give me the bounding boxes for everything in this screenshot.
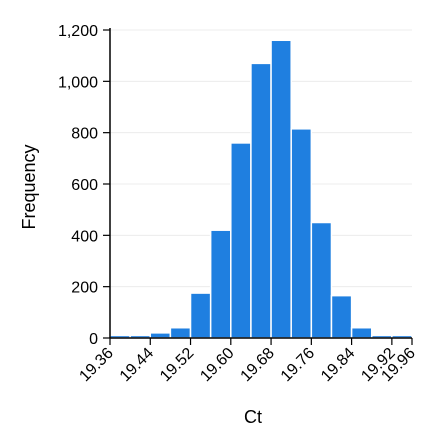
x-tick-label: 19.36 xyxy=(76,345,116,385)
histogram-bar xyxy=(310,221,333,339)
histogram-bar xyxy=(250,62,272,339)
histogram-bar xyxy=(169,326,192,339)
y-tick-label: 200 xyxy=(71,280,98,297)
histogram-bar xyxy=(149,332,172,339)
x-tick-label: 19.68 xyxy=(238,345,278,385)
x-tick-label: 19.84 xyxy=(318,345,358,385)
y-tick-labels: 0 200 400 600 800 1,000 1,200 xyxy=(58,23,110,348)
x-tick-label: 19.76 xyxy=(278,345,318,385)
histogram-bar xyxy=(230,142,252,339)
x-tick-label: 19.60 xyxy=(197,345,237,385)
y-tick-label: 1,200 xyxy=(58,23,98,40)
y-tick-label: 600 xyxy=(71,177,98,194)
y-axis-title: Frequency xyxy=(19,144,39,229)
histogram-bar xyxy=(290,128,313,339)
y-tick-label: 400 xyxy=(71,228,98,245)
x-tick-label: 19.52 xyxy=(157,345,197,385)
histogram-bar xyxy=(189,292,212,339)
histogram-bar xyxy=(209,229,232,339)
histogram-bar xyxy=(350,326,373,339)
x-tick-labels: 19.36 19.44 19.52 19.60 19.68 19.76 19.84 19.92… xyxy=(76,338,419,385)
x-tick-label: 19.44 xyxy=(117,345,157,385)
y-tick-label: 800 xyxy=(71,126,98,143)
bars xyxy=(109,39,413,339)
y-tick-label: 1,000 xyxy=(58,74,98,91)
histogram-bar xyxy=(270,39,292,339)
x-axis-title: Ct xyxy=(244,407,262,427)
y-tick-label: 0 xyxy=(89,331,98,348)
histogram-bar xyxy=(330,294,353,339)
